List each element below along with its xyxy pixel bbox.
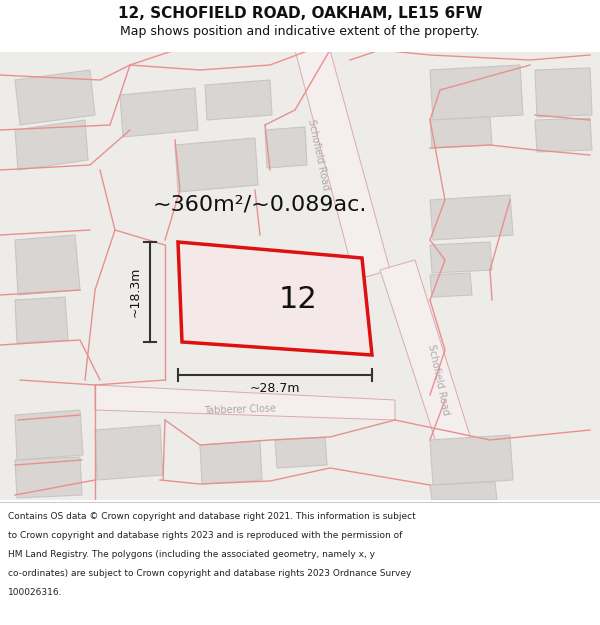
Polygon shape (265, 127, 307, 168)
Polygon shape (15, 120, 88, 170)
Bar (0, 50, 600, 500)
Bar (0, 500, 600, 625)
Polygon shape (178, 242, 372, 355)
Polygon shape (15, 70, 95, 125)
Polygon shape (430, 65, 523, 120)
Polygon shape (95, 425, 163, 480)
Polygon shape (200, 441, 262, 484)
Polygon shape (535, 118, 592, 152)
Polygon shape (95, 385, 395, 420)
Text: co-ordinates) are subject to Crown copyright and database rights 2023 Ordnance S: co-ordinates) are subject to Crown copyr… (8, 569, 412, 578)
Polygon shape (15, 457, 82, 498)
Polygon shape (430, 195, 513, 240)
Polygon shape (380, 260, 490, 500)
Polygon shape (205, 80, 272, 120)
Text: Tabberer Close: Tabberer Close (204, 404, 276, 416)
Polygon shape (15, 410, 83, 460)
Polygon shape (120, 88, 198, 137)
Polygon shape (430, 117, 492, 148)
Polygon shape (535, 68, 592, 117)
Polygon shape (295, 50, 390, 280)
Text: HM Land Registry. The polygons (including the associated geometry, namely x, y: HM Land Registry. The polygons (includin… (8, 550, 375, 559)
Polygon shape (15, 235, 80, 295)
Polygon shape (175, 138, 258, 192)
Polygon shape (275, 437, 327, 468)
Polygon shape (430, 482, 497, 500)
Polygon shape (430, 273, 472, 297)
Text: ~18.3m: ~18.3m (128, 267, 142, 317)
Text: ~360m²/~0.089ac.: ~360m²/~0.089ac. (153, 195, 367, 215)
Polygon shape (15, 297, 68, 343)
Text: to Crown copyright and database rights 2023 and is reproduced with the permissio: to Crown copyright and database rights 2… (8, 531, 403, 540)
Text: Map shows position and indicative extent of the property.: Map shows position and indicative extent… (120, 26, 480, 39)
Text: Schofield Road: Schofield Road (305, 119, 331, 191)
Text: 12, SCHOFIELD ROAD, OAKHAM, LE15 6FW: 12, SCHOFIELD ROAD, OAKHAM, LE15 6FW (118, 6, 482, 21)
Text: 12: 12 (279, 285, 318, 314)
Text: Schofield Road: Schofield Road (425, 344, 451, 416)
Text: Contains OS data © Crown copyright and database right 2021. This information is : Contains OS data © Crown copyright and d… (8, 512, 416, 521)
Polygon shape (430, 435, 513, 485)
Bar (0, 0, 600, 52)
Text: ~28.7m: ~28.7m (250, 382, 300, 396)
Text: 100026316.: 100026316. (8, 588, 62, 597)
Polygon shape (430, 242, 492, 273)
